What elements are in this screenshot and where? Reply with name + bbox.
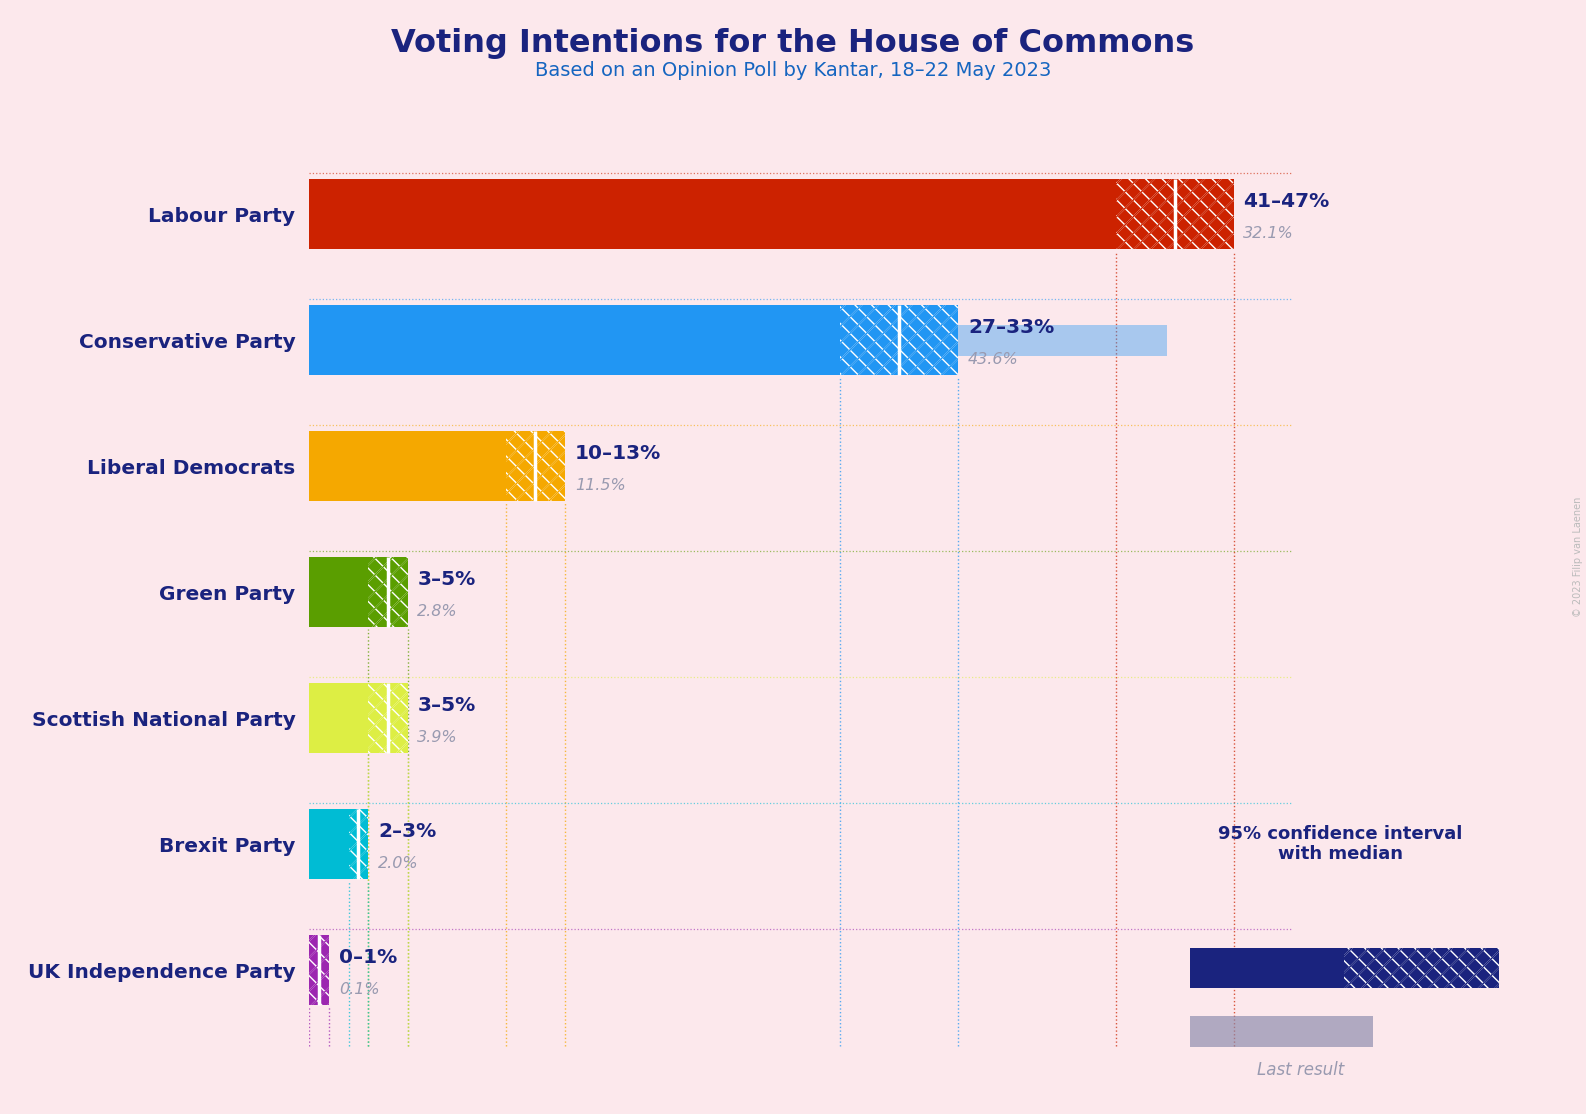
Bar: [368, 684, 408, 753]
Bar: [368, 557, 408, 627]
Bar: [368, 684, 408, 753]
Text: 2.8%: 2.8%: [417, 604, 458, 618]
Bar: [1345, 948, 1499, 988]
Text: Based on an Opinion Poll by Kantar, 18–22 May 2023: Based on an Opinion Poll by Kantar, 18–2…: [534, 61, 1052, 80]
Text: 3.9%: 3.9%: [417, 730, 458, 744]
Bar: [309, 955, 311, 986]
Text: 43.6%: 43.6%: [967, 352, 1018, 367]
Bar: [1190, 1016, 1373, 1047]
Bar: [1115, 179, 1234, 248]
Bar: [506, 431, 565, 501]
Bar: [1345, 948, 1499, 988]
Bar: [309, 684, 368, 753]
Text: 41–47%: 41–47%: [1243, 192, 1329, 211]
Bar: [309, 936, 328, 1005]
Bar: [309, 179, 1115, 248]
Bar: [1190, 948, 1345, 988]
Bar: [349, 810, 368, 879]
Bar: [309, 324, 1167, 355]
Text: 27–33%: 27–33%: [967, 317, 1055, 338]
Bar: [309, 198, 940, 229]
Bar: [309, 431, 506, 501]
Text: 32.1%: 32.1%: [1243, 225, 1294, 241]
Bar: [506, 431, 565, 501]
Bar: [309, 557, 368, 627]
Text: © 2023 Filip van Laenen: © 2023 Filip van Laenen: [1573, 497, 1583, 617]
Bar: [309, 829, 349, 860]
Text: 0–1%: 0–1%: [339, 948, 396, 967]
Text: 0.1%: 0.1%: [339, 981, 379, 997]
Text: 3–5%: 3–5%: [417, 570, 476, 589]
Text: 3–5%: 3–5%: [417, 696, 476, 715]
Bar: [368, 557, 408, 627]
Bar: [841, 305, 958, 374]
Text: 11.5%: 11.5%: [574, 478, 625, 492]
Text: Voting Intentions for the House of Commons: Voting Intentions for the House of Commo…: [392, 28, 1194, 59]
Bar: [349, 810, 368, 879]
Text: 2–3%: 2–3%: [377, 822, 436, 841]
Text: Last result: Last result: [1256, 1061, 1345, 1078]
Text: 2.0%: 2.0%: [377, 856, 419, 870]
Bar: [309, 703, 385, 734]
Bar: [309, 810, 349, 879]
Text: 10–13%: 10–13%: [574, 444, 661, 463]
Bar: [309, 936, 328, 1005]
Bar: [1115, 179, 1234, 248]
Text: 95% confidence interval
with median: 95% confidence interval with median: [1218, 824, 1462, 863]
Bar: [309, 450, 536, 481]
Bar: [309, 305, 841, 374]
Bar: [309, 577, 365, 608]
Bar: [841, 305, 958, 374]
